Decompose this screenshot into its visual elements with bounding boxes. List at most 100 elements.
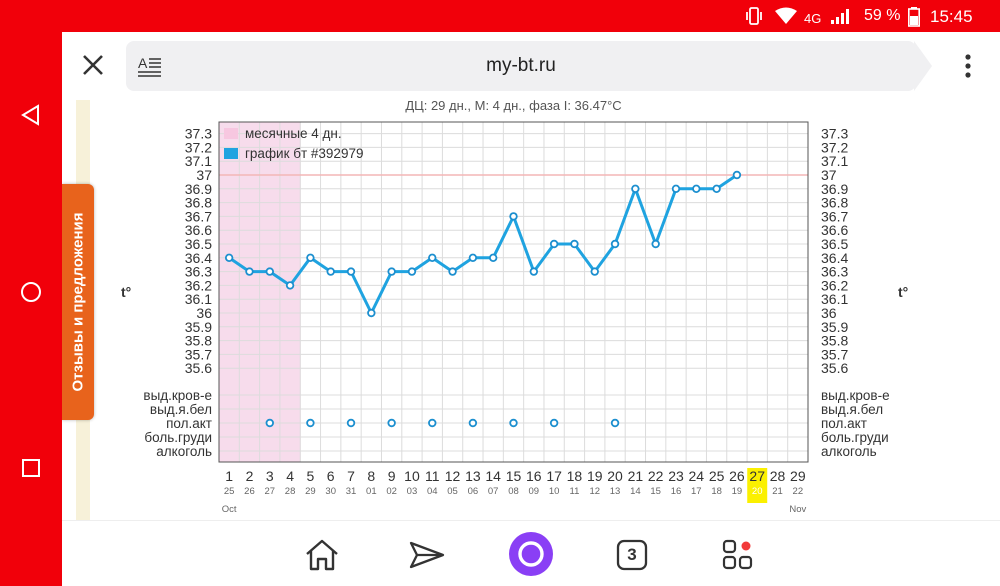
x-day-label: 3 xyxy=(266,468,274,484)
bbt-point xyxy=(387,267,396,276)
bbt-point xyxy=(367,308,376,318)
home-page-button[interactable] xyxy=(302,535,342,575)
x-day-label: 11 xyxy=(425,468,440,484)
bbt-point xyxy=(509,212,518,221)
feedback-tab[interactable]: Отзывы и предложения xyxy=(62,184,94,420)
tabs-button[interactable]: 3 xyxy=(612,535,652,575)
signal-icon xyxy=(831,9,849,24)
address-bar[interactable]: A my-bt.ru xyxy=(126,41,916,91)
y-tick-label-left: 36.8 xyxy=(185,195,212,211)
x-day-label: 6 xyxy=(327,468,335,484)
wifi-icon xyxy=(775,7,797,24)
x-day-label: 19 xyxy=(587,468,603,484)
web-page: ДЦ: 29 дн., М: 4 дн., фаза I: 36.47°C 37.… xyxy=(62,100,1000,520)
marker-row-label-right: выд.кров-е xyxy=(821,388,890,403)
x-day-label: 15 xyxy=(506,468,522,484)
close-icon xyxy=(83,55,103,75)
intercourse-marker xyxy=(306,418,315,428)
y-tick-label-left: 36.5 xyxy=(185,236,212,252)
x-date-label: 05 xyxy=(447,486,458,497)
share-button[interactable] xyxy=(407,535,447,575)
send-plane-icon xyxy=(409,541,445,569)
x-date-label: 13 xyxy=(610,486,621,497)
x-day-label: 7 xyxy=(347,468,355,484)
clock: 15:45 xyxy=(930,7,973,26)
y-axis-label-right: t° xyxy=(898,284,908,300)
intercourse-marker xyxy=(428,418,437,428)
x-date-label: 10 xyxy=(549,486,560,497)
y-tick-label-left: 37.3 xyxy=(185,126,212,142)
house-icon xyxy=(306,539,338,571)
x-day-label: 21 xyxy=(628,468,644,484)
more-vertical-icon xyxy=(965,54,971,78)
x-day-label: 9 xyxy=(388,468,396,484)
battery-icon xyxy=(908,7,920,27)
y-tick-label-right: 36 xyxy=(821,305,837,321)
x-date-label: 06 xyxy=(468,486,479,497)
bbt-point xyxy=(570,239,579,249)
marker-row-label-left: выд.кров-е xyxy=(143,388,212,403)
recents-button[interactable] xyxy=(16,453,46,483)
temperature-chart: ДЦ: 29 дн., М: 4 дн., фаза I: 36.47°C 37.… xyxy=(121,100,908,515)
y-tick-label-left: 37.2 xyxy=(185,139,212,155)
y-tick-label-left: 36.6 xyxy=(185,222,212,238)
intercourse-marker xyxy=(265,418,274,428)
reader-mode-icon[interactable]: A xyxy=(138,55,162,77)
marker-row-label-left: пол.акт xyxy=(166,416,212,431)
url-text: my-bt.ru xyxy=(486,55,556,76)
x-day-label: 12 xyxy=(445,468,461,484)
y-tick-label-right: 37.3 xyxy=(821,126,848,142)
back-triangle-icon xyxy=(21,104,39,126)
y-tick-label-right: 35.8 xyxy=(821,333,848,349)
y-tick-label-right: 35.9 xyxy=(821,319,848,335)
y-tick-label-left: 35.7 xyxy=(185,346,212,362)
x-date-label: 31 xyxy=(346,486,357,497)
y-tick-label-right: 36.3 xyxy=(821,264,848,280)
bbt-point xyxy=(428,253,437,262)
x-day-label: 20 xyxy=(607,468,623,484)
y-tick-label-left: 35.9 xyxy=(185,319,212,335)
y-tick-label-right: 36.4 xyxy=(821,250,848,266)
legend-swatch-bbt xyxy=(224,148,238,159)
services-button[interactable] xyxy=(718,535,758,575)
alice-icon xyxy=(509,532,553,576)
bbt-point xyxy=(712,184,721,193)
y-tick-label-left: 36.9 xyxy=(185,181,212,197)
x-date-label: 29 xyxy=(305,486,316,497)
x-date-label: 18 xyxy=(711,486,722,497)
x-date-label: 20 xyxy=(752,486,763,497)
marker-row-label-right: алкоголь xyxy=(821,444,877,459)
x-day-label: 22 xyxy=(648,468,664,484)
bbt-point xyxy=(732,170,742,180)
intercourse-marker xyxy=(509,418,518,428)
browser-menu-button[interactable] xyxy=(956,52,980,82)
marker-row-label-left: алкоголь xyxy=(156,444,212,459)
y-tick-label-left: 35.8 xyxy=(185,333,212,349)
bbt-point xyxy=(245,267,254,276)
x-date-label: 11 xyxy=(569,486,579,497)
close-tab-button[interactable] xyxy=(78,50,108,80)
home-button[interactable] xyxy=(16,277,46,307)
y-tick-label-left: 37.1 xyxy=(185,153,212,169)
x-day-label: 26 xyxy=(729,468,745,484)
y-tick-label-right: 35.6 xyxy=(821,360,848,376)
y-tick-label-left: 36.2 xyxy=(185,277,212,293)
plot-area xyxy=(218,121,809,463)
intercourse-marker xyxy=(610,418,620,428)
y-tick-label-right: 36.5 xyxy=(821,236,848,252)
legend-swatch-menses xyxy=(224,128,238,139)
x-date-label: 01 xyxy=(366,486,377,497)
y-tick-label-left: 36.4 xyxy=(185,250,212,266)
alice-assistant-button[interactable] xyxy=(508,531,554,577)
x-day-label: 23 xyxy=(668,468,684,484)
y-tick-label-right: 37.2 xyxy=(821,139,848,155)
x-day-label: 29 xyxy=(790,468,806,484)
bbt-point xyxy=(468,253,478,262)
marker-row-label-right: пол.акт xyxy=(821,416,867,431)
x-day-label: 28 xyxy=(770,468,786,484)
bbt-point xyxy=(590,267,599,276)
home-circle-icon xyxy=(21,282,41,302)
back-button[interactable] xyxy=(16,100,46,130)
y-tick-label-right: 36.6 xyxy=(821,222,848,238)
